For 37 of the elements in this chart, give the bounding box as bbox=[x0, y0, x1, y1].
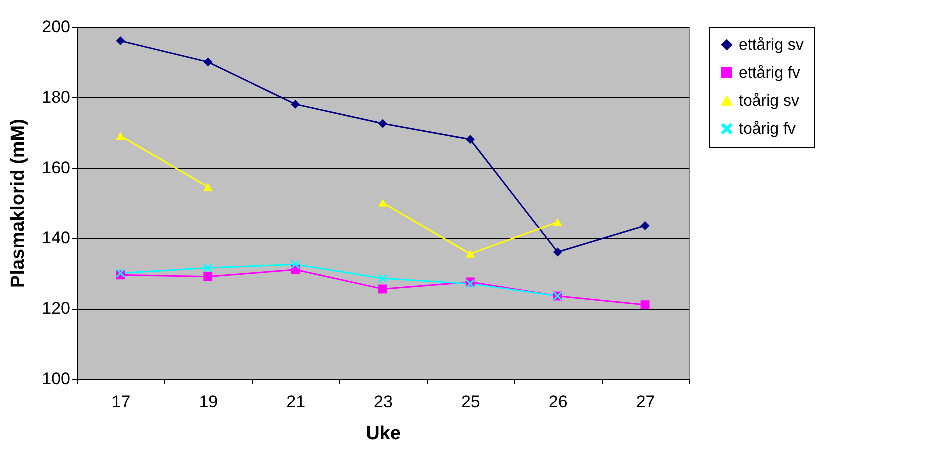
x-axis-title: Uke bbox=[366, 424, 401, 444]
x-tick-label: 27 bbox=[636, 392, 656, 412]
point bbox=[378, 274, 388, 284]
x-tick-label: 21 bbox=[286, 392, 306, 412]
point bbox=[291, 260, 300, 270]
point bbox=[204, 264, 213, 273]
point bbox=[378, 284, 388, 294]
point bbox=[291, 100, 300, 109]
x-tick-label: 23 bbox=[374, 392, 393, 412]
point bbox=[553, 248, 562, 257]
y-tick-label: 100 bbox=[42, 370, 70, 388]
point bbox=[640, 300, 650, 310]
y-tick-label: 200 bbox=[42, 18, 70, 36]
point bbox=[204, 272, 213, 282]
y-tick-label: 140 bbox=[42, 228, 70, 248]
y-axis-title: Plasmaklorid (mM) bbox=[8, 119, 30, 288]
y-tick-label: 160 bbox=[42, 158, 70, 178]
point bbox=[116, 132, 126, 140]
legend-label: ettårig sv bbox=[739, 37, 804, 54]
point bbox=[204, 58, 213, 67]
x-tick-label: 26 bbox=[548, 392, 568, 412]
x-tick-label: 19 bbox=[199, 392, 218, 412]
point bbox=[466, 135, 475, 144]
point bbox=[553, 218, 562, 226]
legend-label: ettårig fv bbox=[739, 65, 800, 82]
point bbox=[640, 221, 650, 230]
y-tick-label: 120 bbox=[42, 299, 70, 318]
legend-label: toårig fv bbox=[739, 121, 796, 138]
point bbox=[378, 199, 388, 207]
point bbox=[378, 119, 388, 128]
x-tick-label: 25 bbox=[461, 392, 480, 412]
point bbox=[116, 36, 126, 46]
y-tick-label: 180 bbox=[42, 88, 70, 107]
x-tick-label: 17 bbox=[112, 392, 131, 412]
legend-label: toårig sv bbox=[739, 93, 800, 110]
point bbox=[204, 183, 213, 192]
point bbox=[466, 250, 475, 258]
